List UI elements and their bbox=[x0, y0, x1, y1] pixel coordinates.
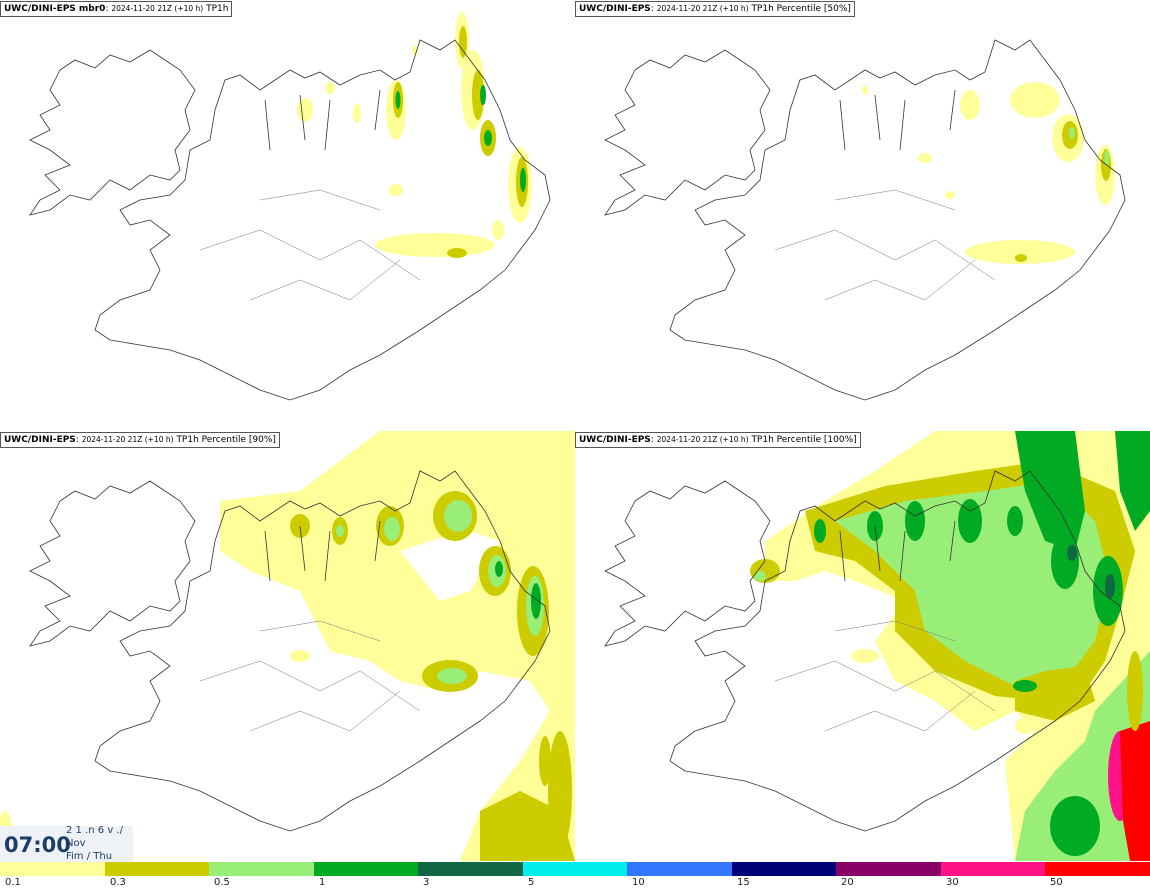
timestamp-box bbox=[0, 826, 133, 862]
date-line-1: 2 1 .n 6 v ./ bbox=[66, 825, 123, 836]
map-panel-p100[interactable]: UWC/DINI-EPS: 2024-11-20 21Z (+10 h) TP1… bbox=[575, 431, 1150, 861]
field-name: TP1h Percentile [90%] bbox=[176, 435, 276, 445]
colorbar-tick-label: 50 bbox=[1050, 877, 1063, 888]
run-time: 2024-11-20 21Z (+10 h) bbox=[81, 435, 174, 444]
run-time: 2024-11-20 21Z (+10 h) bbox=[656, 4, 749, 13]
colorbar-tick-label: 15 bbox=[737, 877, 750, 888]
model-name: UWC/DINI-EPS bbox=[579, 435, 651, 445]
run-time: 2024-11-20 21Z (+10 h) bbox=[656, 435, 749, 444]
precip-map bbox=[604, 39, 1126, 401]
colorbar-swatch bbox=[522, 862, 628, 876]
run-time: 2024-11-20 21Z (+10 h) bbox=[111, 4, 204, 13]
model-name: UWC/DINI-EPS mbr0 bbox=[4, 4, 106, 14]
colorbar-tick-label: 0.3 bbox=[110, 877, 126, 888]
precip-overlay bbox=[862, 82, 1115, 264]
coastline bbox=[604, 39, 1126, 401]
panel-title: UWC/DINI-EPS: 2024-11-20 21Z (+10 h) TP1… bbox=[575, 432, 861, 448]
colorbar-tick-label: 0.1 bbox=[5, 877, 21, 888]
model-name: UWC/DINI-EPS bbox=[579, 4, 651, 14]
colorbar-tick-label: 5 bbox=[528, 877, 535, 888]
colorbar-swatch bbox=[1045, 862, 1150, 876]
inland-boundaries bbox=[774, 620, 996, 732]
inland-boundaries bbox=[199, 189, 421, 301]
precip-map bbox=[0, 431, 575, 861]
precip-colorbar bbox=[0, 862, 1150, 876]
colorbar-tick-label: 20 bbox=[841, 877, 854, 888]
colorbar-tick-label: 0.5 bbox=[214, 877, 230, 888]
map-panel-member0[interactable]: UWC/DINI-EPS mbr0: 2024-11-20 21Z (+10 h… bbox=[0, 0, 575, 430]
colorbar-swatch bbox=[104, 862, 210, 876]
date-weekday: Fim / Thu bbox=[66, 851, 113, 862]
precip-overlay bbox=[297, 12, 532, 258]
colorbar-swatch bbox=[836, 862, 941, 876]
model-name: UWC/DINI-EPS bbox=[4, 435, 76, 445]
precip-overlay bbox=[750, 431, 1150, 861]
valid-time: 07:00 bbox=[4, 833, 71, 857]
coastline bbox=[29, 39, 551, 401]
precip-map bbox=[604, 431, 1150, 861]
date-month: Nov bbox=[66, 838, 86, 849]
colorbar-swatch bbox=[940, 862, 1046, 876]
panel-title: UWC/DINI-EPS mbr0: 2024-11-20 21Z (+10 h… bbox=[0, 1, 233, 17]
map-panel-p90[interactable]: UWC/DINI-EPS: 2024-11-20 21Z (+10 h) TP1… bbox=[0, 431, 575, 861]
panel-title: UWC/DINI-EPS: 2024-11-20 21Z (+10 h) TP1… bbox=[0, 432, 280, 448]
field-name: TP1h Percentile [100%] bbox=[751, 435, 857, 445]
colorbar-tick-label: 3 bbox=[423, 877, 430, 888]
colorbar-swatch bbox=[0, 862, 105, 876]
panel-title: UWC/DINI-EPS: 2024-11-20 21Z (+10 h) TP1… bbox=[575, 1, 855, 17]
map-panel-p50[interactable]: UWC/DINI-EPS: 2024-11-20 21Z (+10 h) TP1… bbox=[575, 0, 1150, 430]
field-name: TP1h bbox=[206, 4, 229, 14]
colorbar-tick-label: 30 bbox=[946, 877, 959, 888]
colorbar-tick-label: 1 bbox=[319, 877, 326, 888]
inland-boundaries bbox=[774, 189, 996, 301]
colorbar-swatch bbox=[209, 862, 314, 876]
inland-boundaries bbox=[199, 620, 421, 732]
colorbar-swatch bbox=[313, 862, 419, 876]
coastline bbox=[29, 470, 551, 832]
precip-overlay bbox=[0, 431, 575, 861]
field-name: TP1h Percentile [50%] bbox=[751, 4, 851, 14]
colorbar-swatch bbox=[627, 862, 732, 876]
coastline bbox=[604, 470, 1126, 832]
colorbar-swatch bbox=[418, 862, 523, 876]
colorbar-swatch bbox=[731, 862, 837, 876]
precip-map bbox=[29, 12, 551, 401]
colorbar-tick-label: 10 bbox=[632, 877, 645, 888]
